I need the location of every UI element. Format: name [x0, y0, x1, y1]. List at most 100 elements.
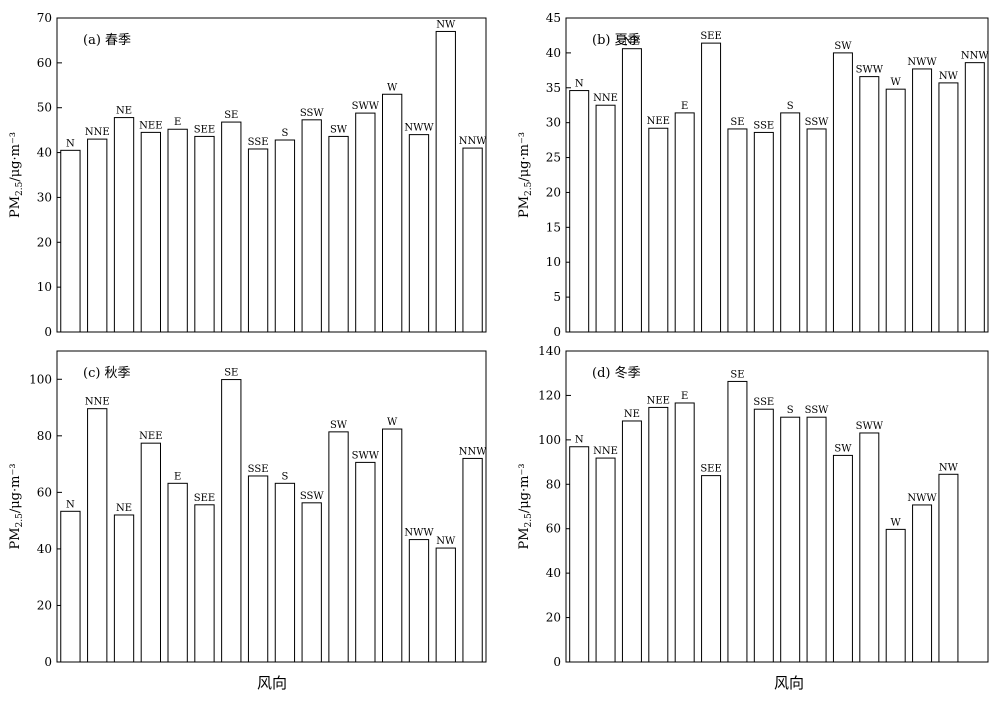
y-tick-label: 40	[546, 46, 561, 60]
bar-nw	[938, 82, 959, 333]
chart-panel-4: 0 20 40 60 80 100 120 140 PM2.5/μg·m⁻³ (d) 冬季 N NNE…	[517, 344, 989, 669]
y-tick-label: 10	[37, 280, 52, 294]
bar-label: W	[387, 82, 398, 93]
bar-label: SEE	[700, 31, 721, 42]
bar-sse	[247, 148, 269, 333]
y-tick-label: 20	[37, 235, 52, 249]
chart-panel-1: 0 10 20 30 40 50 60 70 PM2.5/μg·m⁻³ (a) 春季 N NNE NE N…	[8, 11, 487, 339]
bar-ssw	[806, 416, 827, 663]
bar-se	[221, 121, 242, 333]
bar-label: NEE	[139, 120, 162, 131]
y-tick-label: 80	[546, 477, 561, 491]
bar-label: S	[787, 101, 794, 112]
bar-label: E	[681, 391, 688, 402]
bar-label: NNW	[961, 51, 990, 62]
bar-w	[382, 428, 403, 663]
bar-nw	[435, 30, 456, 333]
bar-label: NNE	[85, 397, 110, 408]
bar-se	[727, 380, 748, 663]
bar-label: NEE	[647, 116, 670, 127]
bar-label: SSE	[248, 137, 269, 148]
bar-sse	[247, 475, 269, 663]
bar-s	[274, 482, 296, 663]
bar-ssw	[806, 128, 827, 333]
y-tick-label: 60	[546, 522, 561, 536]
y-tick-label: 0	[44, 325, 52, 339]
bar-label: SSW	[805, 405, 830, 416]
bar-label: N	[66, 499, 75, 510]
bar-label: NE	[116, 106, 132, 117]
y-tick-label: 70	[37, 11, 52, 25]
y-tick-label: 40	[37, 146, 52, 160]
bar-nww	[408, 134, 430, 333]
bar-n	[60, 149, 81, 333]
bar-label: NNE	[593, 93, 618, 104]
y-tick-label: 120	[538, 388, 561, 402]
bar-sw	[832, 52, 853, 333]
bar-label: NNW	[459, 446, 488, 457]
bar-e	[167, 128, 188, 333]
bar-nne	[595, 104, 616, 333]
bar-label: SWW	[856, 65, 884, 76]
bar-label: NW	[939, 71, 959, 82]
panel-label: (c) 秋季	[83, 366, 131, 381]
y-axis-label: PM2.5/μg·m⁻³	[8, 132, 25, 218]
bar-nw	[938, 473, 959, 663]
plot-frame	[56, 17, 487, 333]
bar-s	[780, 112, 801, 333]
bar-se	[221, 379, 242, 663]
y-tick-label: 20	[37, 598, 52, 612]
bar-label: E	[681, 101, 688, 112]
x-axis-label-right: 风向	[773, 674, 804, 692]
bar-label: S	[787, 405, 794, 416]
bar-label: SWW	[856, 421, 884, 432]
y-tick-label: 10	[546, 255, 561, 269]
y-tick-label: 0	[553, 325, 561, 339]
bar-label: NW	[939, 462, 959, 473]
bar-label: SW	[834, 41, 852, 52]
bar-label: SWW	[352, 450, 380, 461]
chart-panel-2: 0 5 10 15 20 25 30 35 40 45 PM2.5/μg·m⁻³ (b) 夏季 N NNE…	[517, 11, 989, 339]
bar-ne	[621, 420, 642, 663]
bar-label: SW	[330, 420, 348, 431]
bar-sww	[859, 76, 880, 333]
y-tick-label: 60	[37, 56, 52, 70]
bar-s	[274, 139, 296, 333]
y-tick-label: 25	[546, 151, 561, 165]
bar-nww	[912, 504, 933, 663]
bar-label: SE	[730, 369, 744, 380]
bar-n	[60, 510, 81, 663]
bar-s	[780, 416, 801, 663]
bar-label: S	[281, 471, 288, 482]
bar-w	[885, 528, 906, 663]
y-tick-label: 15	[546, 220, 561, 234]
bar-ne	[113, 117, 135, 333]
bar-ne	[113, 514, 135, 663]
bar-label: SE	[224, 110, 238, 121]
y-tick-label: 30	[37, 190, 52, 204]
bar-nne	[87, 408, 108, 663]
y-tick-label: 30	[546, 116, 561, 130]
bar-see	[194, 135, 215, 333]
y-tick-label: 40	[546, 566, 561, 580]
bar-w	[382, 93, 403, 333]
bar-nww	[912, 68, 933, 333]
chart-panel-3: 0 20 40 60 80 100 PM2.5/μg·m⁻³ (c) 秋季 N NNE NE NEE E…	[8, 350, 488, 669]
bar-label: NW	[436, 19, 456, 30]
bar-label: SE	[730, 117, 744, 128]
bar-label: N	[575, 435, 584, 446]
y-tick-label: 0	[44, 655, 52, 669]
bar-label: NNE	[85, 127, 110, 138]
bar-label: SW	[834, 443, 852, 454]
y-tick-label: 60	[37, 485, 52, 499]
bar-label: NEE	[647, 395, 670, 406]
y-tick-label: 100	[538, 433, 561, 447]
bar-nnw	[964, 62, 985, 333]
bar-label: SSW	[300, 491, 325, 502]
bar-label: W	[891, 77, 902, 88]
bar-nee	[140, 131, 161, 333]
bar-label: SSE	[753, 120, 774, 131]
bar-n	[569, 90, 590, 333]
bar-label: N	[66, 138, 75, 149]
bar-nee	[648, 406, 669, 663]
